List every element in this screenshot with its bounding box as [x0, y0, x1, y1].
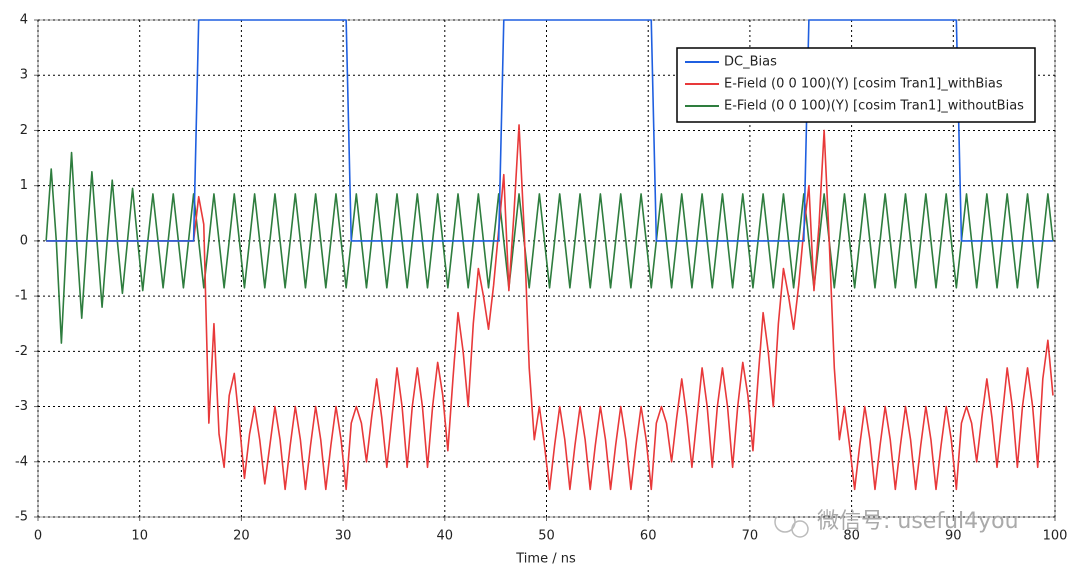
y-tick-label: 3: [20, 68, 28, 83]
y-tick-label: -4: [15, 454, 28, 469]
x-tick-label: 90: [945, 529, 962, 544]
y-tick-label: -3: [15, 399, 28, 414]
x-axis-title: Time / ns: [515, 552, 576, 567]
legend-box: [676, 47, 1036, 123]
x-tick-label: 30: [335, 529, 352, 544]
x-tick-label: 50: [538, 529, 555, 544]
x-tick-label: 60: [640, 529, 657, 544]
legend-label: E-Field (0 0 100)(Y) [cosim Tran1]_withB…: [724, 77, 1003, 92]
series-line: [45, 151, 1054, 344]
x-tick-label: 80: [843, 529, 860, 544]
y-tick-label: 0: [20, 233, 28, 248]
x-tick-label: 100: [1043, 529, 1068, 544]
x-tick-label: 10: [131, 529, 148, 544]
y-tick-label: 1: [20, 178, 28, 193]
x-tick-label: 20: [233, 529, 250, 544]
y-tick-label: -5: [15, 510, 28, 525]
watermark: 微信号: useful4you: [817, 509, 1019, 534]
y-tick-label: -2: [15, 344, 28, 359]
x-tick-label: 40: [437, 529, 454, 544]
legend-label: E-Field (0 0 100)(Y) [cosim Tran1]_witho…: [724, 99, 1024, 114]
y-tick-label: -1: [15, 289, 28, 304]
y-tick-label: 2: [20, 123, 28, 138]
icon: [791, 520, 809, 538]
series-line: [46, 19, 1053, 242]
legend-label: DC_Bias: [724, 55, 777, 70]
series-line: [46, 124, 1054, 491]
x-tick-label: 70: [742, 529, 759, 544]
y-tick-label: 4: [20, 13, 28, 28]
x-tick-label: 0: [34, 529, 42, 544]
